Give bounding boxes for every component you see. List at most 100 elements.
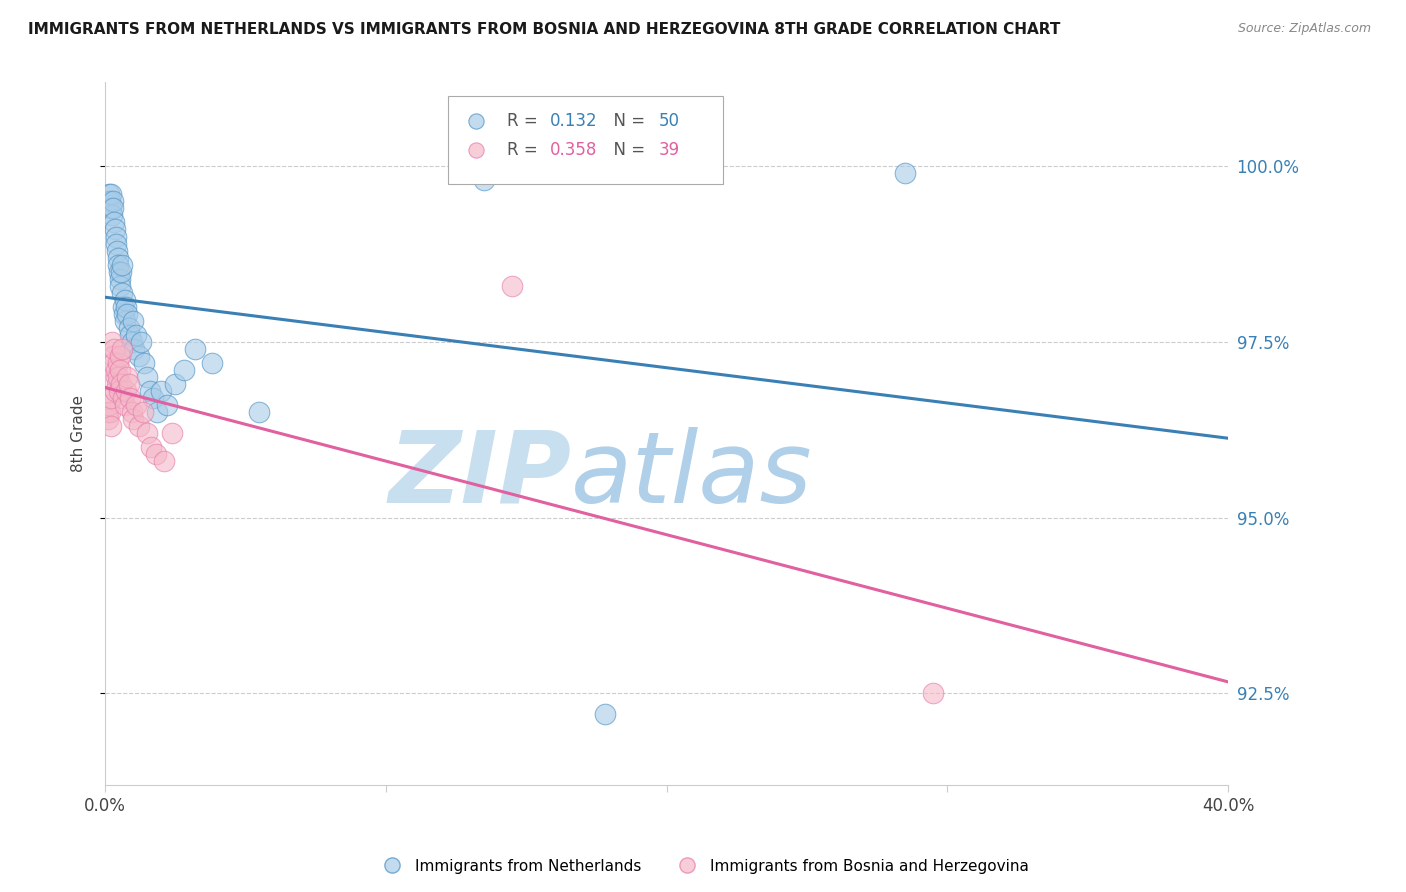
FancyBboxPatch shape [447,96,723,184]
Point [117,307,139,321]
Point [136,370,159,384]
Point [111,258,134,272]
Point [134,356,156,370]
Point [132,405,155,419]
Point [128,349,150,363]
Point [107,370,129,384]
Point [142,391,165,405]
Point [107,251,129,265]
Point [100,391,122,405]
Point [103,215,125,229]
Point [105,236,128,251]
Point [111,285,134,300]
Point [98,187,121,202]
Point [98,194,121,209]
Point [501,278,523,293]
Point [139,384,162,399]
Point [105,377,128,392]
Point [593,707,616,722]
Point [108,384,131,399]
Point [101,349,124,363]
Point [112,300,135,314]
Point [114,314,136,328]
Point [110,377,132,392]
Point [128,419,150,434]
Point [97,412,120,426]
Text: R =: R = [508,141,543,159]
Point [120,327,142,342]
Point [122,314,145,328]
Point [922,686,945,700]
Text: N =: N = [603,112,650,129]
Point [118,321,141,335]
Point [472,173,495,187]
Point [110,363,132,377]
Point [121,405,143,419]
Text: ZIP: ZIP [388,427,571,524]
Point [105,244,128,258]
Point [141,441,163,455]
Point [125,327,148,342]
Point [110,265,132,279]
Point [894,166,917,180]
Text: N =: N = [603,141,650,159]
Point [125,398,148,412]
Point [131,334,153,349]
Point [98,398,121,412]
Point [118,377,141,392]
Point [121,334,143,349]
Text: Source: ZipAtlas.com: Source: ZipAtlas.com [1237,22,1371,36]
Text: R =: R = [508,112,543,129]
Point [111,342,134,356]
Text: 50: 50 [659,112,679,129]
Point [110,278,132,293]
Point [162,426,184,441]
Point [103,356,125,370]
Point [104,229,127,244]
Point [114,398,136,412]
Point [165,377,187,392]
Point [150,384,173,399]
Point [108,271,131,285]
Point [100,187,122,202]
Point [101,334,124,349]
Point [145,447,167,461]
Point [104,370,127,384]
Point [107,356,129,370]
Point [112,391,135,405]
Point [184,342,207,356]
Point [108,349,131,363]
Point [100,202,122,216]
Point [136,426,159,441]
Point [101,194,124,209]
Point [112,307,135,321]
Point [173,363,195,377]
Point [120,391,142,405]
Y-axis label: 8th Grade: 8th Grade [72,395,86,472]
Point [108,265,131,279]
Point [101,209,124,223]
Point [146,405,169,419]
Text: 39: 39 [659,141,681,159]
Point [156,398,179,412]
Point [249,405,271,419]
Point [115,300,138,314]
Text: 0.358: 0.358 [550,141,598,159]
Point [103,342,125,356]
Text: IMMIGRANTS FROM NETHERLANDS VS IMMIGRANTS FROM BOSNIA AND HERZEGOVINA 8TH GRADE : IMMIGRANTS FROM NETHERLANDS VS IMMIGRANT… [28,22,1060,37]
Point [122,412,145,426]
Point [153,454,176,468]
Text: atlas: atlas [571,427,813,524]
Point [97,194,120,209]
Point [115,384,138,399]
Text: 0.132: 0.132 [550,112,598,129]
Legend: Immigrants from Netherlands, Immigrants from Bosnia and Herzegovina: Immigrants from Netherlands, Immigrants … [371,853,1035,880]
Point [100,419,122,434]
Point [117,370,139,384]
Point [201,356,224,370]
Point [104,222,127,236]
Point [98,405,121,419]
Point [114,293,136,307]
Point [107,258,129,272]
Point [103,202,125,216]
